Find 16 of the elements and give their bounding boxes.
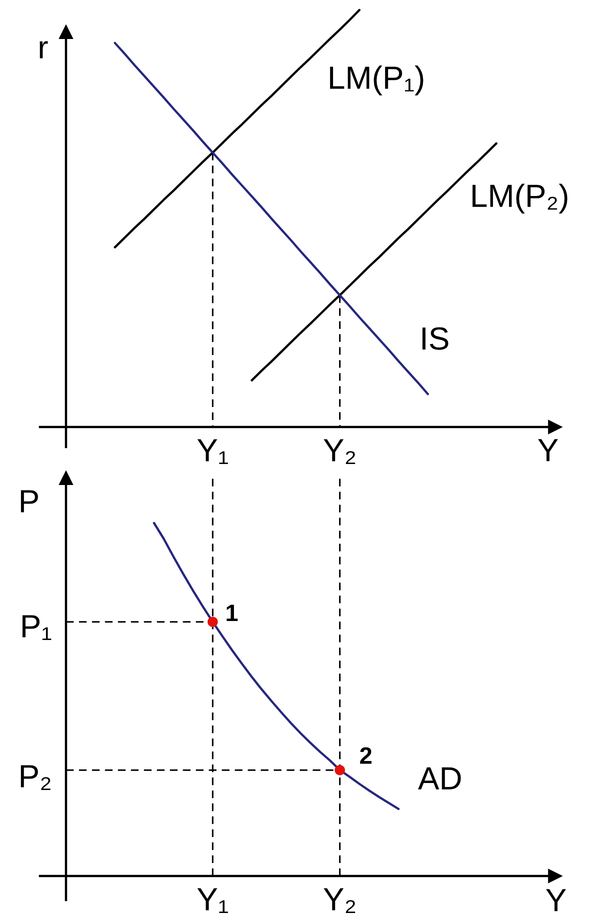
series-label: LM(P₁) [330, 66, 424, 96]
series-label: IS [422, 327, 448, 350]
x-tick-label: Y₁ [197, 439, 228, 464]
x-axis-title: Y [546, 889, 566, 912]
text: P₁ [22, 615, 52, 640]
series-label: AD [418, 767, 461, 790]
x-tick-label: Y₂ [324, 439, 356, 464]
x-axis-title: Y [538, 439, 558, 462]
y-axis-title: P [20, 490, 38, 512]
text: P₂ [20, 765, 50, 790]
x-tick-label: Y₂ [324, 888, 356, 913]
series-label: LM(P₂) [472, 184, 568, 214]
annotation: 2 [360, 747, 372, 764]
x-tick-label: Y₁ [197, 888, 228, 913]
annotation: 1 [226, 604, 238, 621]
y-axis-title: r [40, 41, 48, 58]
